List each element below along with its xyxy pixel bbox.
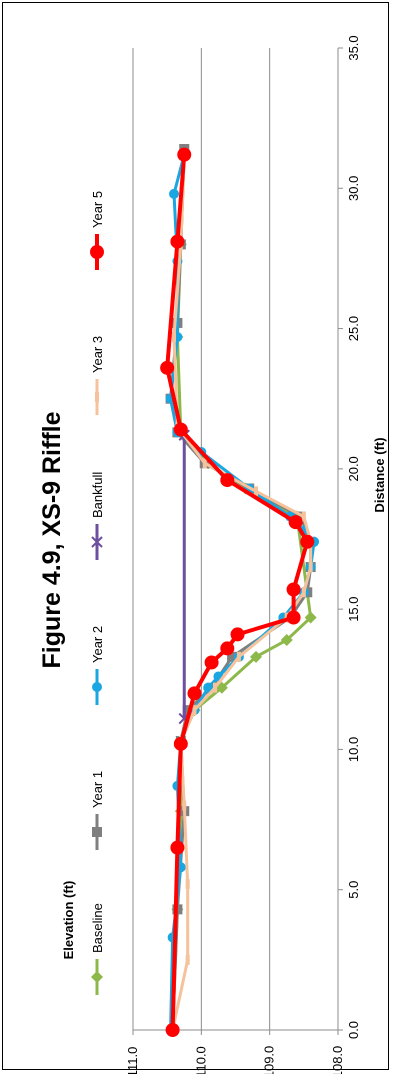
x-tick-label: 35.0 <box>346 35 361 60</box>
data-point <box>90 245 104 259</box>
data-point <box>301 587 306 598</box>
data-point <box>173 422 188 437</box>
data-point <box>288 515 303 530</box>
data-point <box>308 562 313 573</box>
data-point <box>173 736 188 751</box>
data-point <box>169 188 179 199</box>
data-point <box>204 655 219 670</box>
y-tick-label: 109.0 <box>262 1046 277 1074</box>
data-point <box>160 360 175 375</box>
data-point <box>92 682 102 692</box>
data-point <box>300 534 315 549</box>
data-point <box>172 331 176 342</box>
data-point <box>220 473 235 488</box>
legend-item: Baseline <box>90 903 105 995</box>
x-tick-label: 15.0 <box>346 596 361 621</box>
legend-label: Year 1 <box>90 771 105 808</box>
legend: Baseline Year 1 Year 2 Bankfull Year 3 Year 5 <box>90 191 105 995</box>
data-point <box>165 1023 180 1037</box>
legend-label: Baseline <box>90 903 105 953</box>
plot-series <box>160 144 320 1037</box>
chart-title: Figure 4.9, XS-9 Riffle <box>38 411 66 668</box>
gridlines <box>132 48 271 1030</box>
data-point <box>295 511 306 522</box>
x-tick-label: 25.0 <box>346 316 361 341</box>
data-point <box>177 147 192 162</box>
x-tick-label: 0.0 <box>346 1021 361 1039</box>
legend-label: Year 2 <box>90 626 105 663</box>
series-bankfull <box>178 429 190 725</box>
data-point <box>91 536 103 548</box>
y-axis-title: Elevation (ft) <box>61 881 76 960</box>
x-tick-label: 30.0 <box>346 176 361 201</box>
data-point <box>170 234 185 249</box>
data-point <box>304 611 317 624</box>
data-point <box>182 705 193 716</box>
data-point <box>250 650 262 663</box>
x-tick-labels: 0.0 5.0 10.0 15.0 20.0 25.0 30.0 35.0 <box>346 35 361 1039</box>
x-tick-label: 10.0 <box>346 737 361 762</box>
x-tick-label: 5.0 <box>346 881 361 899</box>
legend-item: Bankfull <box>90 472 105 560</box>
data-point <box>286 610 301 625</box>
legend-label: Year 5 <box>90 191 105 228</box>
series-line <box>165 154 310 1031</box>
chart-frame <box>2 2 389 1070</box>
data-point <box>92 827 102 837</box>
data-point <box>213 682 217 693</box>
y-tick-label: 108.0 <box>330 1046 345 1074</box>
legend-label: Year 3 <box>90 336 105 373</box>
data-point <box>185 879 190 890</box>
y-tick-labels: 108.0 109.0 110.0 111.0 <box>125 1046 345 1074</box>
data-point <box>185 954 190 965</box>
data-point <box>187 686 202 701</box>
data-point <box>227 651 238 662</box>
x-tick-label: 20.0 <box>346 456 361 481</box>
data-point <box>182 800 187 811</box>
data-point <box>192 705 197 716</box>
data-point <box>170 840 185 855</box>
data-point <box>301 511 306 522</box>
legend-item: Year 2 <box>90 626 105 705</box>
y-tick-label: 110.0 <box>193 1046 208 1074</box>
data-point <box>203 682 214 693</box>
legend-item: Year 1 <box>90 771 105 850</box>
data-point <box>91 971 103 983</box>
x-axis-title: Distance (ft) <box>372 437 387 512</box>
data-point <box>280 634 293 647</box>
data-point <box>230 627 245 642</box>
data-point <box>220 641 235 656</box>
y-tick-label: 111.0 <box>125 1047 140 1074</box>
data-point <box>236 651 241 662</box>
data-point <box>95 392 99 402</box>
legend-label: Bankfull <box>90 472 105 518</box>
x-mark-stroke <box>91 536 103 548</box>
series-year-5 <box>160 147 315 1037</box>
data-point <box>286 582 301 597</box>
legend-item: Year 3 <box>90 336 105 415</box>
legend-item: Year 5 <box>90 191 105 270</box>
data-point <box>254 486 258 497</box>
data-point <box>202 458 207 469</box>
